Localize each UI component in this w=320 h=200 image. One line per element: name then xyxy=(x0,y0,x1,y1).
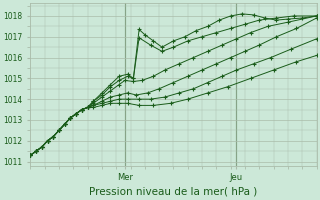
X-axis label: Pression niveau de la mer( hPa ): Pression niveau de la mer( hPa ) xyxy=(89,187,258,197)
